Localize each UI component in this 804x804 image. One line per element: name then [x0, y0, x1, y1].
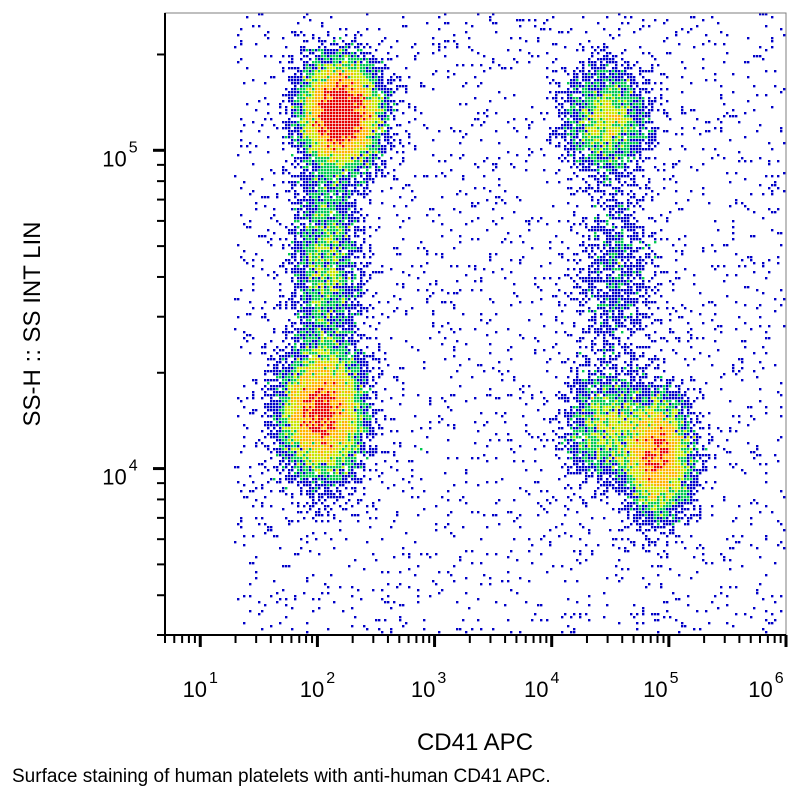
x-tick-label: 10 1 — [183, 670, 218, 702]
x-axis-title: CD41 APC — [417, 729, 533, 756]
plot-frame — [164, 12, 787, 636]
y-tick-label: 10 5 — [102, 139, 137, 171]
density-level-3 — [267, 37, 708, 526]
density-level-6 — [300, 73, 669, 481]
figure-caption: Surface staining of human platelets with… — [12, 766, 551, 787]
event-dots — [234, 13, 786, 635]
x-tick-label: 10 5 — [643, 670, 678, 702]
y-axis-title: SS-H :: SS INT LIN — [19, 222, 46, 427]
plot-area — [164, 12, 787, 636]
x-tick-label: 10 3 — [411, 670, 446, 702]
x-tick-label: 10 4 — [524, 670, 559, 702]
density-level-5 — [291, 64, 684, 499]
x-tick-label: 10 6 — [748, 670, 783, 702]
x-tick-label: 10 2 — [300, 670, 335, 702]
y-tick-label: 10 4 — [102, 458, 137, 490]
x-axis: 10 1 10 2 10 3 10 4 10 5 10 6 — [164, 634, 788, 702]
density-level-1 — [234, 13, 786, 635]
